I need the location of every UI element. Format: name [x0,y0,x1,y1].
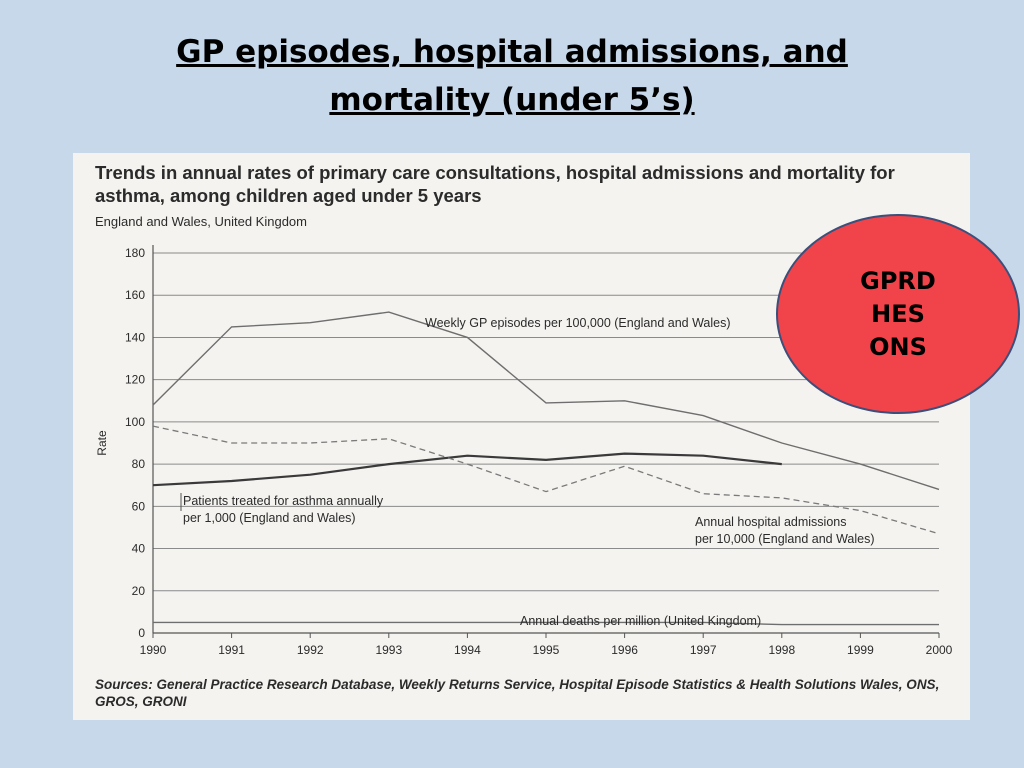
x-tick-label: 1997 [690,643,717,657]
slide-title-line-1: GP episodes, hospital admissions, and [176,34,848,70]
annotation-admissions-line-1: Annual hospital admissions [695,515,846,529]
y-tick-label: 0 [138,626,145,640]
annotation-patients-line-1: Patients treated for asthma annually [183,494,384,508]
annotation-deaths: Annual deaths per million (United Kingdo… [520,614,761,628]
x-tick-label: 1998 [768,643,795,657]
x-tick-label: 1992 [297,643,324,657]
series-line-hospital-admissions [152,425,940,535]
x-tick-label: 1995 [533,643,560,657]
y-tick-label: 40 [132,542,146,556]
y-tick-label: 20 [132,584,146,598]
slide-title: GP episodes, hospital admissions, and mo… [0,28,1024,124]
chart-subtitle: England and Wales, United Kingdom [95,214,307,229]
series-line-deaths [153,621,939,626]
y-tick-label: 160 [125,288,145,302]
x-tick-label: 1996 [611,643,638,657]
x-tick-label: 1991 [218,643,245,657]
y-tick-label: 60 [132,499,146,513]
x-tick-label: 2000 [926,643,953,657]
series-line-gp-episodes [152,311,940,491]
annotation-patients-line-2: per 1,000 (England and Wales) [183,511,356,525]
x-tick-label: 1994 [454,643,481,657]
badge-line-ons: ONS [869,332,927,361]
y-tick-label: 100 [125,415,145,429]
y-tick-label: 120 [125,373,145,387]
chart-sources: Sources: General Practice Research Datab… [95,677,940,709]
chart-title: Trends in annual rates of primary care c… [95,162,895,206]
y-tick-label: 80 [132,457,146,471]
x-tick-label: 1990 [140,643,167,657]
y-axis-label: Rate [95,430,109,456]
annotation-gp-episodes: Weekly GP episodes per 100,000 (England … [425,316,731,330]
y-tick-label: 180 [125,246,145,260]
x-tick-label: 1999 [847,643,874,657]
series-line-patients-treated [152,452,782,487]
y-tick-label: 140 [125,330,145,344]
line-chart: 0 20 40 60 80 100 120 140 160 180 1990 1991 1992 1993… [95,245,953,657]
annotation-admissions-line-2: per 10,000 (England and Wales) [695,532,875,546]
badge-line-gprd: GPRD [860,266,936,295]
badge-line-hes: HES [871,299,925,328]
x-tick-label: 1993 [375,643,402,657]
slide-title-line-2: mortality (under 5’s) [329,82,695,118]
data-sources-badge: GPRD HES ONS [776,214,1020,414]
